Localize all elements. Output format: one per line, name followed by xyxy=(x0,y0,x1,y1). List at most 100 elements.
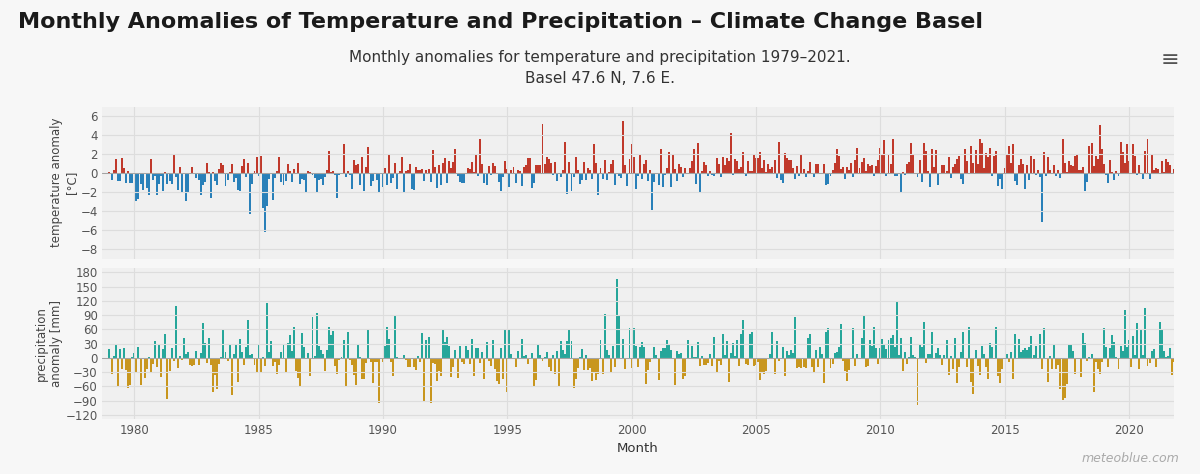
Bar xyxy=(676,173,678,182)
Bar xyxy=(438,165,440,173)
Bar xyxy=(523,356,524,358)
Bar xyxy=(912,154,914,173)
Bar xyxy=(744,358,746,364)
Bar xyxy=(1094,358,1097,362)
Bar xyxy=(586,355,587,358)
Bar xyxy=(926,171,929,173)
Bar xyxy=(800,155,803,173)
Bar xyxy=(442,328,444,358)
Bar xyxy=(1099,125,1100,173)
Bar xyxy=(746,162,749,173)
Bar xyxy=(848,358,850,370)
Bar xyxy=(749,171,751,173)
Bar xyxy=(697,143,698,173)
Y-axis label: temperature anomaly
[°C]: temperature anomaly [°C] xyxy=(49,118,78,247)
Bar xyxy=(1016,173,1018,185)
Bar xyxy=(173,154,175,173)
Bar xyxy=(737,340,738,358)
Bar xyxy=(940,355,941,358)
Bar xyxy=(701,171,703,173)
Bar xyxy=(176,173,179,190)
Bar xyxy=(512,167,515,173)
Bar xyxy=(290,351,293,358)
Bar xyxy=(250,173,251,214)
Bar xyxy=(364,358,365,379)
Bar xyxy=(336,358,338,374)
Bar xyxy=(438,358,440,371)
Bar xyxy=(272,173,274,200)
Bar xyxy=(624,165,626,173)
Bar xyxy=(769,354,772,358)
Bar xyxy=(442,163,444,173)
Bar xyxy=(775,173,778,178)
Bar xyxy=(556,173,558,181)
Bar xyxy=(941,165,943,173)
Bar xyxy=(966,358,968,367)
Bar xyxy=(738,169,740,173)
Bar xyxy=(763,358,766,374)
Bar xyxy=(778,358,780,361)
Bar xyxy=(684,358,686,376)
Bar xyxy=(517,170,518,173)
Bar xyxy=(521,339,523,358)
Bar xyxy=(703,358,706,365)
Bar xyxy=(504,161,506,173)
Bar xyxy=(958,358,960,367)
Bar xyxy=(350,173,353,189)
Bar xyxy=(185,354,187,358)
Bar xyxy=(1008,146,1009,173)
Bar xyxy=(494,166,496,173)
Bar xyxy=(734,159,736,173)
Bar xyxy=(730,353,732,358)
Y-axis label: precipitation
anomaly [mm]: precipitation anomaly [mm] xyxy=(35,300,62,387)
Bar xyxy=(780,358,781,359)
Bar xyxy=(179,167,181,173)
Bar xyxy=(643,347,644,358)
Bar xyxy=(404,171,407,173)
Bar xyxy=(210,358,212,365)
Bar xyxy=(766,358,767,371)
Bar xyxy=(490,358,492,366)
Bar xyxy=(1169,347,1171,358)
Bar xyxy=(1031,155,1032,173)
Bar xyxy=(720,358,721,365)
Bar xyxy=(148,173,150,195)
Bar xyxy=(962,332,964,358)
Bar xyxy=(638,347,641,358)
Bar xyxy=(941,358,943,365)
Bar xyxy=(558,358,560,386)
Bar xyxy=(1000,173,1001,179)
Bar xyxy=(262,173,264,208)
Bar xyxy=(888,155,889,173)
Bar xyxy=(805,358,806,368)
Bar xyxy=(834,163,835,173)
Bar xyxy=(946,340,948,358)
Bar xyxy=(743,153,744,173)
Bar xyxy=(552,355,554,358)
Bar xyxy=(403,173,404,193)
Bar xyxy=(983,168,985,173)
Bar xyxy=(418,170,419,173)
Bar xyxy=(378,173,379,193)
Bar xyxy=(258,173,259,176)
Bar xyxy=(709,171,712,173)
Bar xyxy=(902,358,904,371)
Bar xyxy=(1018,339,1020,358)
Bar xyxy=(1120,142,1122,173)
Bar xyxy=(284,358,287,373)
Bar xyxy=(788,355,790,358)
Bar xyxy=(556,351,558,358)
Bar xyxy=(569,163,570,173)
Bar xyxy=(299,358,301,387)
Bar xyxy=(767,164,769,173)
Bar xyxy=(367,330,370,358)
Bar xyxy=(1123,163,1126,173)
Bar xyxy=(264,358,266,366)
Bar xyxy=(980,346,983,358)
Bar xyxy=(252,173,253,183)
Bar xyxy=(577,170,578,173)
Bar xyxy=(424,173,425,182)
Bar xyxy=(1060,173,1062,178)
Bar xyxy=(926,354,929,358)
Bar xyxy=(979,358,980,375)
